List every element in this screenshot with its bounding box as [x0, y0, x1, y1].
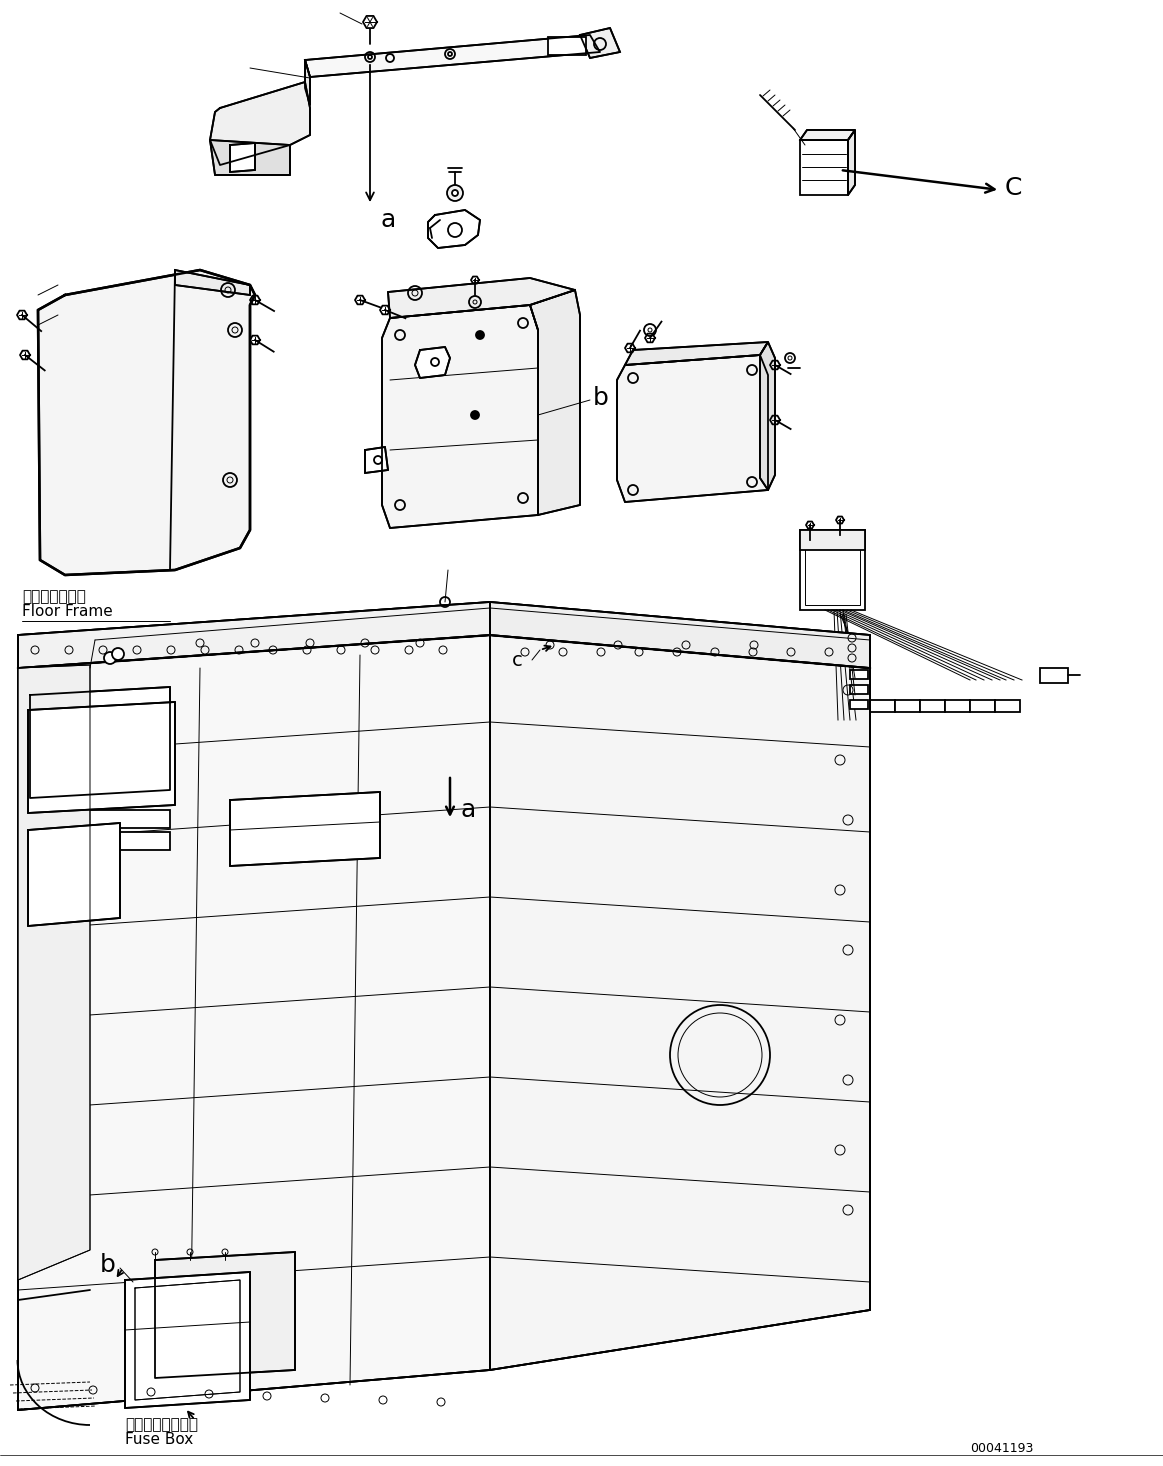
Bar [996, 699, 1020, 712]
Polygon shape [17, 603, 490, 668]
Circle shape [104, 652, 116, 664]
Polygon shape [618, 355, 768, 501]
Bar [850, 699, 868, 710]
Text: b: b [100, 1253, 116, 1277]
Text: 00041193: 00041193 [970, 1441, 1034, 1454]
Polygon shape [230, 144, 255, 172]
Polygon shape [428, 210, 480, 248]
Text: Floor Frame: Floor Frame [22, 604, 113, 620]
Bar [920, 699, 946, 712]
Text: C: C [1005, 176, 1022, 199]
Polygon shape [490, 603, 870, 668]
Polygon shape [365, 447, 388, 474]
Polygon shape [848, 130, 855, 195]
Polygon shape [305, 35, 600, 78]
Text: a: a [380, 208, 395, 232]
Bar [850, 685, 868, 693]
Bar [548, 37, 586, 56]
Bar [1040, 668, 1068, 683]
Bar [850, 641, 868, 649]
Polygon shape [174, 270, 250, 295]
Bar [850, 670, 868, 679]
Polygon shape [800, 130, 855, 139]
Bar [870, 699, 896, 712]
Polygon shape [530, 290, 580, 515]
Bar [800, 531, 865, 610]
Polygon shape [415, 347, 450, 378]
Bar [850, 655, 868, 664]
Polygon shape [30, 688, 170, 798]
Bar [30, 811, 170, 828]
Polygon shape [490, 635, 870, 1371]
Polygon shape [155, 1252, 295, 1378]
Polygon shape [124, 1272, 250, 1407]
Text: a: a [461, 798, 476, 822]
Bar [970, 699, 996, 712]
Polygon shape [211, 139, 290, 174]
Bar [30, 833, 170, 850]
Polygon shape [38, 270, 255, 575]
Polygon shape [211, 82, 311, 166]
Circle shape [452, 191, 458, 196]
Polygon shape [388, 279, 575, 318]
Circle shape [471, 410, 479, 419]
Polygon shape [28, 702, 174, 814]
Circle shape [112, 648, 124, 660]
Text: c: c [512, 651, 522, 670]
Polygon shape [17, 635, 490, 1410]
Bar [800, 139, 848, 195]
Bar [800, 531, 865, 550]
Polygon shape [759, 342, 775, 490]
Text: フロアフレーム: フロアフレーム [22, 589, 86, 604]
Bar [805, 535, 859, 605]
Circle shape [476, 331, 484, 339]
Text: b: b [593, 386, 609, 410]
Polygon shape [580, 28, 620, 59]
Polygon shape [28, 822, 120, 927]
Circle shape [447, 185, 463, 201]
Polygon shape [381, 305, 538, 528]
Circle shape [368, 56, 372, 59]
Polygon shape [17, 666, 90, 1280]
Bar [896, 699, 920, 712]
Bar [946, 699, 970, 712]
Polygon shape [305, 60, 311, 106]
Text: フューズボックス: フューズボックス [124, 1418, 198, 1432]
Polygon shape [625, 342, 768, 365]
Text: Fuse Box: Fuse Box [124, 1432, 193, 1447]
Polygon shape [230, 792, 380, 866]
